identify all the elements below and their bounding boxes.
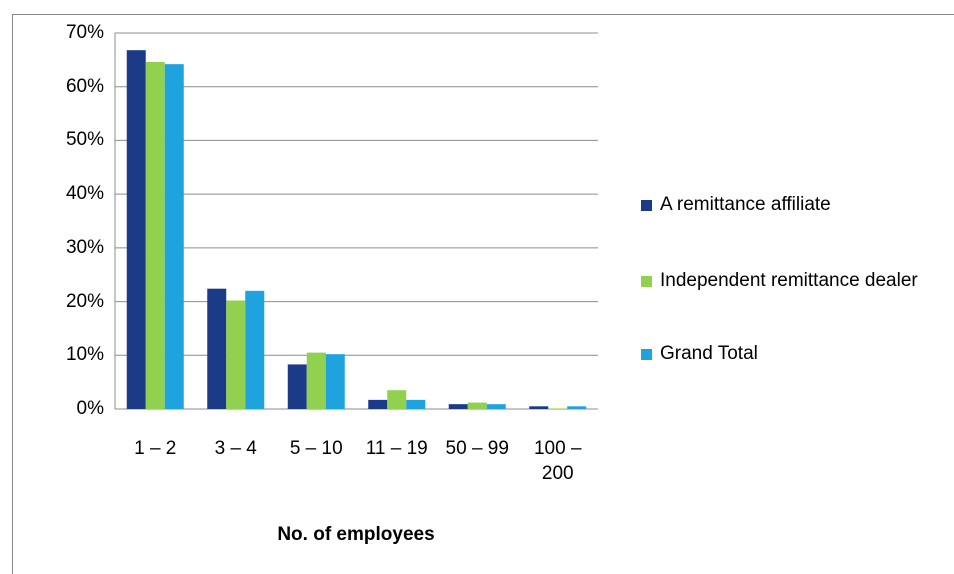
bar [548, 408, 568, 409]
y-tick-label: 20% [65, 290, 104, 312]
y-tick-label: 70% [65, 22, 104, 43]
y-tick-label: 30% [65, 236, 104, 258]
bar [126, 50, 146, 410]
x-tick-label: 3 – 4 [214, 438, 257, 459]
bar [164, 64, 184, 409]
y-tick-label: 40% [65, 183, 104, 205]
bar [207, 288, 227, 409]
legend-label: Grand Total [660, 343, 758, 364]
bar [529, 406, 549, 409]
chart-border [12, 14, 954, 574]
bar [306, 352, 326, 409]
bar [368, 399, 388, 409]
bar [448, 404, 468, 409]
legend-swatch [641, 200, 652, 211]
legend-swatch [641, 349, 652, 360]
y-tick-label: 50% [65, 129, 104, 151]
y-tick-label: 60% [65, 75, 104, 97]
bar [387, 390, 407, 409]
x-axis-title: No. of employees [277, 524, 435, 545]
bar [245, 290, 265, 409]
x-tick-label: 1 – 2 [134, 438, 177, 459]
bar [486, 404, 506, 409]
legend-swatch [641, 276, 652, 287]
x-tick-label: 50 – 99 [445, 438, 509, 459]
x-tick-label: 5 – 10 [289, 438, 343, 459]
y-tick-label: 0% [76, 398, 104, 419]
y-tick-label: 10% [65, 344, 104, 366]
x-tick-label: 100 – 200 [533, 438, 582, 484]
bar [467, 402, 487, 409]
bar [287, 364, 307, 409]
legend-label: Independent remittance dealer [660, 270, 918, 291]
bar [226, 300, 246, 409]
bar [325, 354, 345, 409]
bar [145, 62, 165, 410]
x-tick-label: 11 – 19 [365, 438, 428, 459]
bar [406, 399, 426, 409]
bar [567, 406, 587, 409]
legend-label: A remittance affiliate [660, 194, 831, 215]
